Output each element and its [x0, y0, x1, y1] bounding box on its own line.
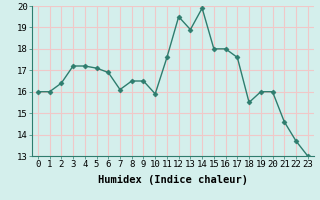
- X-axis label: Humidex (Indice chaleur): Humidex (Indice chaleur): [98, 175, 248, 185]
